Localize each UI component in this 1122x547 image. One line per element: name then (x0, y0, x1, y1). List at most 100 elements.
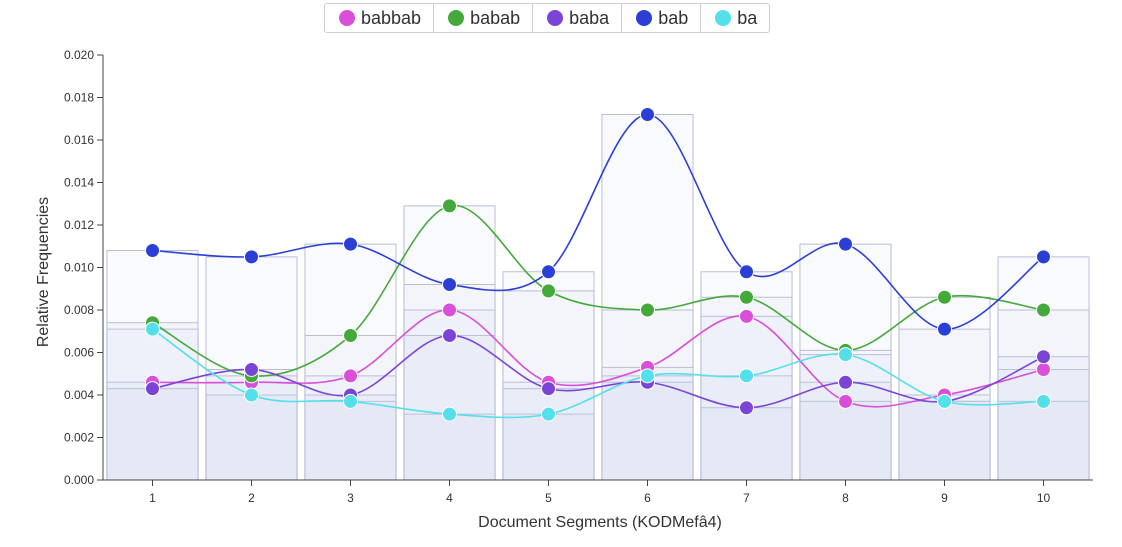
y-tick-label: 0.020 (64, 48, 94, 62)
background-bar (106, 322, 199, 481)
data-point-babbab[interactable] (739, 308, 754, 324)
legend-item-ba[interactable]: ba (701, 4, 769, 32)
data-point-ba[interactable] (145, 321, 160, 337)
y-tick-label: 0.016 (64, 133, 94, 147)
data-point-babab[interactable] (343, 328, 358, 343)
data-point-babab[interactable] (442, 198, 457, 214)
data-point-bab[interactable] (739, 264, 754, 280)
y-tick-label: 0.018 (64, 91, 94, 105)
data-point-babbab[interactable] (343, 368, 358, 384)
x-tick-label: 5 (545, 491, 552, 505)
legend-swatch (715, 10, 732, 26)
data-point-ba[interactable] (937, 393, 952, 409)
x-tick-label: 9 (941, 491, 948, 505)
x-tick-label: 8 (842, 491, 849, 505)
axes: 0.000 0.002 0.004 0.006 0.008 0.010 0.012 0.014… (64, 48, 1093, 505)
background-bar (502, 413, 595, 481)
data-point-baba[interactable] (145, 381, 160, 397)
x-tick-label: 10 (1037, 491, 1051, 505)
background-bar (304, 243, 397, 481)
series-lines (152, 113, 1044, 419)
background-bar (601, 375, 694, 481)
y-tick-label: 0.000 (64, 473, 94, 487)
data-point-babbab[interactable] (838, 393, 853, 409)
series-points (145, 107, 1051, 422)
x-tick-label: 1 (149, 491, 156, 505)
legend-swatch (448, 10, 465, 26)
data-point-bab[interactable] (145, 243, 160, 258)
data-point-ba[interactable] (244, 387, 259, 403)
y-tick-label: 0.014 (64, 176, 94, 190)
data-point-babab[interactable] (937, 289, 952, 305)
legend-swatch (547, 10, 564, 26)
series-line-babab (152, 204, 1044, 377)
background-bar (106, 381, 199, 481)
legend-item-babab[interactable]: babab (434, 4, 534, 32)
background-bar (601, 114, 694, 481)
legend-label: ba (737, 7, 758, 28)
data-point-bab[interactable] (343, 236, 358, 252)
data-point-baba[interactable] (838, 374, 853, 390)
data-point-bab[interactable] (442, 277, 457, 292)
data-point-babab[interactable] (640, 302, 655, 318)
data-point-bab[interactable] (541, 264, 556, 280)
data-point-baba[interactable] (541, 381, 556, 397)
y-axis-title: Relative Frequencies (35, 197, 52, 347)
background-bar (205, 394, 298, 481)
data-point-ba[interactable] (739, 368, 754, 384)
legend-label: baba (569, 7, 610, 28)
background-bar (997, 369, 1090, 481)
background-bar (601, 309, 694, 481)
series-line-bab (152, 113, 1044, 330)
y-tick-label: 0.008 (64, 303, 94, 317)
data-point-bab[interactable] (1036, 249, 1051, 265)
series-line-ba (152, 328, 1044, 419)
legend-swatch (339, 10, 355, 26)
data-point-ba[interactable] (640, 368, 655, 384)
y-tick-label: 0.002 (64, 431, 94, 445)
x-axis-title: Document Segments (KODMefâ4) (478, 514, 722, 531)
data-point-ba[interactable] (1036, 393, 1051, 409)
x-tick-label: 3 (347, 491, 354, 505)
background-bar (799, 400, 892, 481)
data-point-baba[interactable] (739, 400, 754, 416)
legend-swatch (636, 10, 653, 26)
data-point-ba[interactable] (343, 393, 358, 409)
data-point-bab[interactable] (244, 249, 259, 265)
data-point-babab[interactable] (739, 289, 754, 305)
data-point-bab[interactable] (640, 107, 655, 122)
data-point-baba[interactable] (1036, 349, 1051, 365)
data-point-ba[interactable] (442, 406, 457, 422)
x-tick-label: 6 (644, 491, 651, 505)
y-tick-label: 0.004 (64, 388, 94, 402)
background-bar (106, 388, 199, 481)
data-point-baba[interactable] (244, 362, 259, 377)
data-point-babab[interactable] (541, 283, 556, 299)
background-bar (997, 356, 1090, 481)
legend-label: babbab (361, 7, 422, 28)
data-point-baba[interactable] (442, 328, 457, 343)
background-bar (997, 400, 1090, 481)
background-bar (502, 381, 595, 481)
data-point-ba[interactable] (541, 406, 556, 422)
x-tick-label: 2 (248, 491, 255, 505)
data-point-bab[interactable] (838, 236, 853, 252)
series-line-baba (152, 334, 1044, 409)
background-bar (106, 250, 199, 481)
background-bar (898, 400, 991, 481)
background-bars (106, 114, 1090, 481)
legend-label: bab (658, 7, 689, 28)
x-tick-label: 4 (446, 491, 453, 505)
legend-item-baba[interactable]: baba (533, 4, 623, 32)
data-point-babbab[interactable] (1036, 362, 1051, 377)
data-point-babab[interactable] (1036, 302, 1051, 318)
legend-item-bab[interactable]: bab (622, 4, 702, 32)
data-point-babbab[interactable] (442, 302, 457, 318)
legend-item-babbab[interactable]: babbab (325, 4, 435, 32)
y-tick-label: 0.006 (64, 346, 94, 360)
data-point-ba[interactable] (838, 347, 853, 363)
data-point-bab[interactable] (937, 321, 952, 337)
legend: babbab babab baba bab ba (324, 3, 771, 33)
